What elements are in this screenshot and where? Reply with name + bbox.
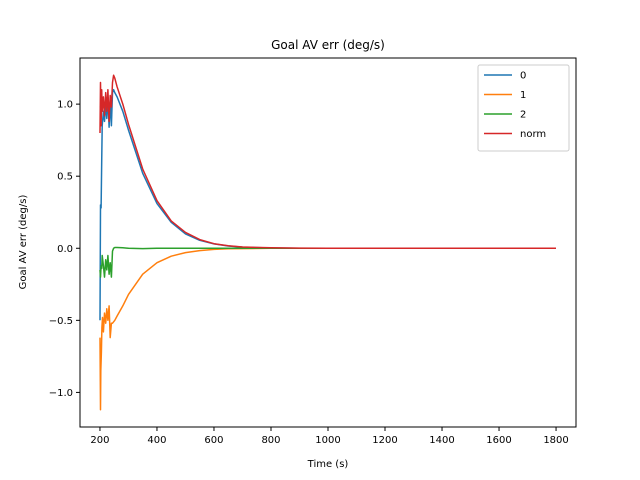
legend-label-0: 0 xyxy=(520,71,526,82)
legend-label-2: 2 xyxy=(520,110,526,121)
y-axis-ticks: −1.0 −0.5 0.0 0.5 1.0 xyxy=(49,100,80,399)
x-tick-label: 1800 xyxy=(543,435,568,446)
y-tick-label: −0.5 xyxy=(49,316,73,327)
y-tick-label: 1.0 xyxy=(57,100,73,111)
legend-box xyxy=(477,64,570,152)
y-tick-label: 0.0 xyxy=(57,244,73,255)
legend: 0 1 2 norm xyxy=(477,64,570,152)
x-tick-label: 1400 xyxy=(429,435,454,446)
series-line-norm xyxy=(99,74,556,250)
series-layer xyxy=(99,74,556,411)
legend-label-1: 1 xyxy=(520,90,526,101)
x-tick-label: 400 xyxy=(147,435,166,446)
y-tick-label: −1.0 xyxy=(49,388,73,399)
x-axis-ticks: 200 400 600 800 1000 1200 1400 1600 1800 xyxy=(90,427,569,446)
x-tick-label: 800 xyxy=(261,435,280,446)
y-axis-label: Goal AV err (deg/s) xyxy=(18,195,29,290)
x-tick-label: 200 xyxy=(90,435,109,446)
x-tick-label: 1200 xyxy=(372,435,397,446)
x-axis-label: Time (s) xyxy=(307,459,349,470)
x-tick-label: 600 xyxy=(204,435,223,446)
chart-title: Goal AV err (deg/s) xyxy=(271,38,385,52)
x-tick-label: 1600 xyxy=(486,435,511,446)
y-tick-label: 0.5 xyxy=(57,172,73,183)
legend-label-norm: norm xyxy=(520,129,546,140)
x-tick-label: 1000 xyxy=(315,435,340,446)
